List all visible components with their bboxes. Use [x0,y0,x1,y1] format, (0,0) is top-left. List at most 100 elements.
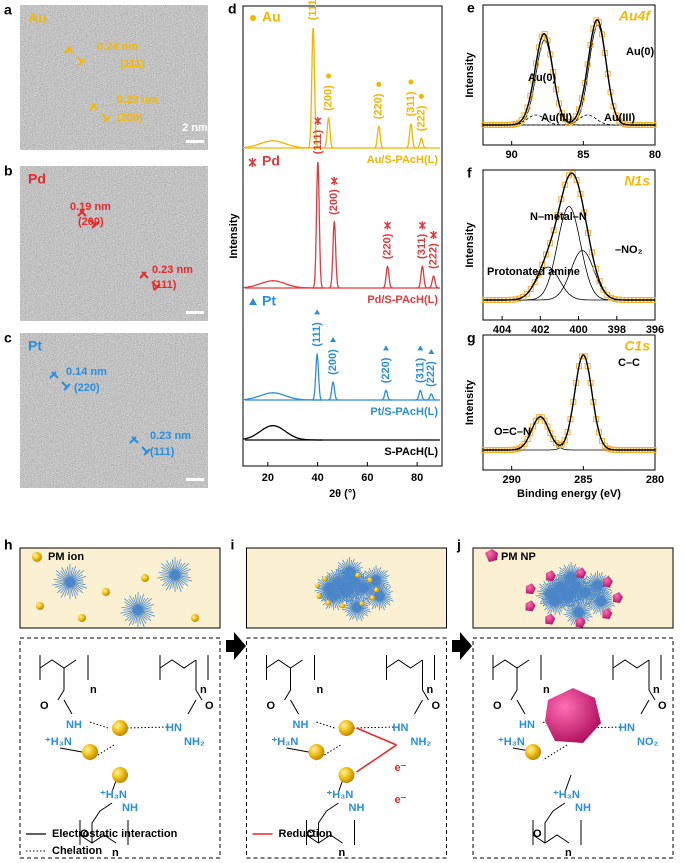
d-spacing: 0.19 nm [70,201,111,213]
metal-sphere [102,588,110,596]
peak-marker [314,309,321,315]
polymer-backbone [492,655,662,845]
measured-point [598,437,605,444]
chem-label: n [565,847,572,859]
peak-label: (311) [414,358,426,383]
chem-label: n [543,684,550,696]
xrd-peak [328,220,340,289]
key-label: Chelation [52,845,102,857]
nanoparticle [602,576,613,588]
scale-bar [186,478,204,481]
measured-point [520,293,527,300]
peak-label: (311) [405,91,417,116]
component-peak [483,24,655,126]
peak-marker [330,177,338,185]
key-label: Reduction [279,828,333,840]
measured-point [527,285,534,292]
chelation [89,721,171,761]
legend-marker [250,15,256,21]
chem-label: ⁺H₃N [45,736,72,748]
x-tick-label: 402 [531,324,549,336]
chem-label: ⁺H₃N [272,736,299,748]
measured-point [543,251,550,258]
chem-label: NH₂ [184,736,205,748]
measured-point [576,106,583,113]
peak-label: (222) [427,243,439,269]
chem-label: O [80,828,89,840]
measured-point [600,286,607,293]
legend-label: Au [262,9,281,25]
metal-sphere [367,577,373,583]
chem-label: NH [349,802,365,814]
panel-letter: b [4,163,13,179]
scale-bar [186,140,204,143]
peak-label: (200) [328,189,340,215]
chem-label: NH₂ [411,736,432,748]
x-tick-label: 80 [411,472,423,484]
mechanism-box [246,637,447,859]
top-box [19,547,221,629]
x-tick-label: 396 [646,324,664,336]
measured-point [596,278,603,285]
peak-label: Au(III) [604,112,635,124]
peak-label: (111) [311,322,323,347]
xrd-peak [380,389,392,401]
measured-point [544,423,551,430]
metal-sphere [308,744,325,760]
d-spacing: 0.24 nm [97,41,138,53]
hkl: (200) [117,112,143,124]
panel-letter: i [231,537,235,553]
peak-label: (111) [307,0,319,20]
nanoparticle [613,592,623,603]
x-axis-label: 2θ (°) [329,488,356,500]
fit-envelope [483,354,655,451]
series-label: S-PAcH(L) [384,446,438,458]
arrow [226,632,246,660]
legend-label: Pd [262,153,280,169]
panel-letter: g [467,330,476,346]
metal-sphere [112,720,128,736]
metal-sphere [32,552,42,562]
chem-label: HN [519,719,535,731]
chem-label: ⁺H₃N [327,789,354,801]
peak-marker [376,81,382,87]
measured-point [531,279,538,286]
x-tick-label: 80 [649,149,661,161]
chem-label: O [307,828,316,840]
measured-point [539,261,546,268]
chart-title: N1s [624,173,650,189]
fit-envelope [483,19,655,126]
chem-label: ⁺H₃N [553,789,580,801]
measured-point [524,104,531,111]
xrd-peak [242,424,323,441]
metal-sphere [36,602,44,610]
xrd-peak [382,265,393,289]
fit-envelope [484,172,655,301]
measured-point [613,112,620,119]
peak-label: (220) [381,233,393,259]
chart-title: Au4f [618,8,651,24]
metal-sphere [340,603,346,609]
chem-label: n [339,847,346,859]
chelation [316,721,397,761]
panel-letter: c [4,330,12,346]
xrd-peak [416,265,428,289]
metal-sphere [338,720,355,736]
x-axis-label: Binding energy (eV) [517,488,621,500]
chem-label: HN [619,722,635,734]
nanoparticle [576,567,587,579]
chem-label: n [90,684,97,696]
peak-label: (220) [380,357,392,383]
peak-label: (200) [327,349,339,375]
micelle [52,564,88,600]
peak-label: (200) [322,85,334,111]
chem-label: O [493,700,502,712]
chem-label: n [653,684,660,696]
nanoparticle [545,613,556,625]
electron-transfer [356,727,397,773]
metal-sphere [525,744,541,760]
xrd-peak [428,275,439,289]
y-axis-label: Intensity [228,213,240,259]
measured-point [566,172,572,179]
peak-marker [418,93,424,99]
